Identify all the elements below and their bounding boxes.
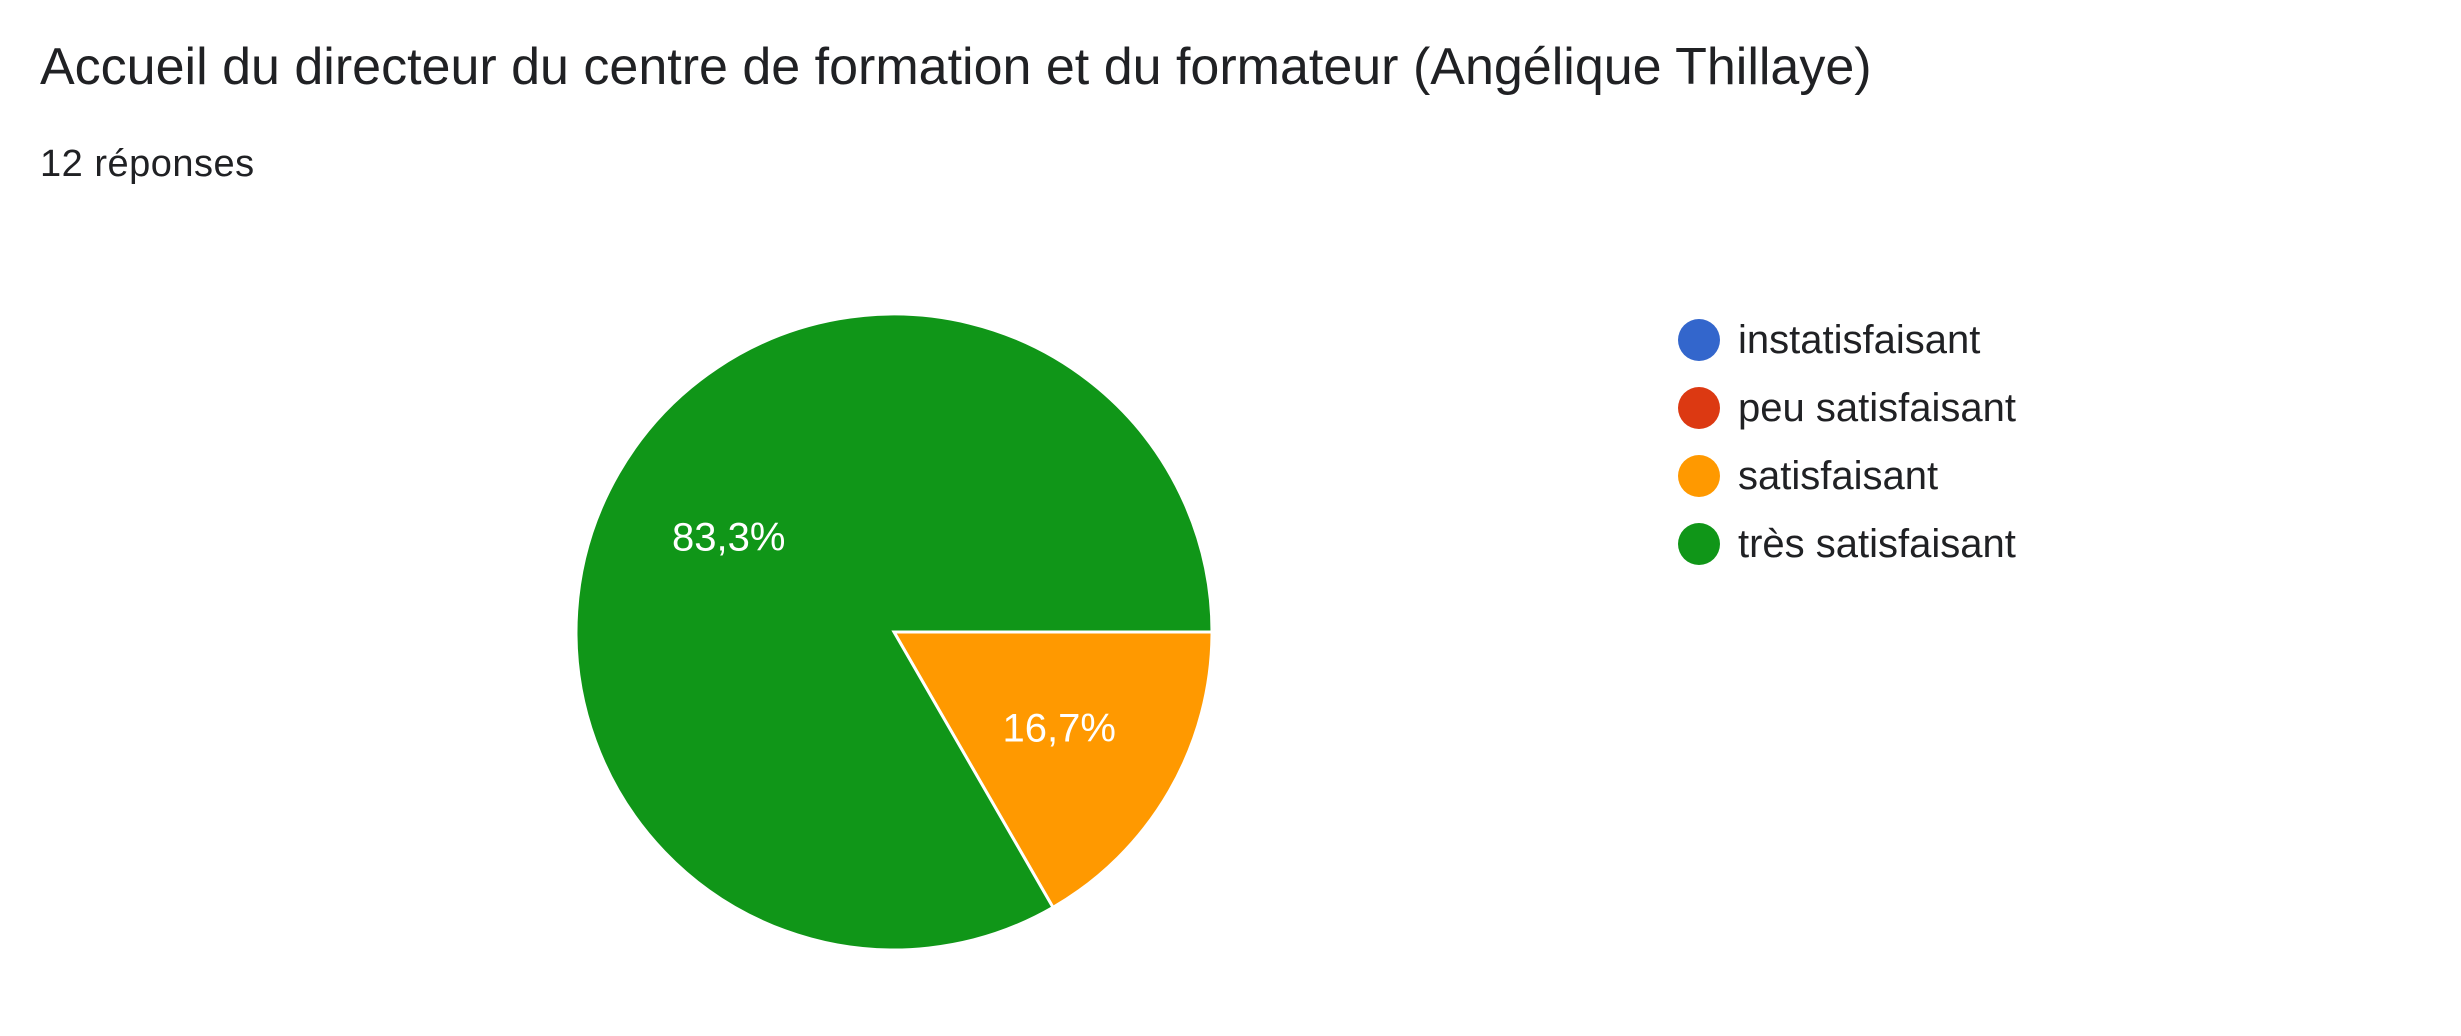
legend-label: très satisfaisant bbox=[1738, 521, 2016, 566]
legend-swatch-icon bbox=[1678, 455, 1720, 497]
legend-label: instatisfaisant bbox=[1738, 317, 1981, 362]
pie-label-satisfaisant: 16,7% bbox=[1003, 706, 1116, 750]
pie-slice-satisfaisant[interactable] bbox=[891, 630, 1214, 910]
legend-item[interactable]: peu satisfaisant bbox=[1678, 374, 2016, 442]
legend-label: satisfaisant bbox=[1738, 453, 1939, 498]
legend-item[interactable]: très satisfaisant bbox=[1678, 510, 2016, 578]
legend-item[interactable]: instatisfaisant bbox=[1678, 306, 2016, 374]
legend-swatch-icon bbox=[1678, 523, 1720, 565]
legend-swatch-icon bbox=[1678, 319, 1720, 361]
chart-title: Accueil du directeur du centre de format… bbox=[40, 38, 1872, 96]
chart-legend: instatisfaisant peu satisfaisant satisfais… bbox=[1678, 306, 2016, 578]
legend-item[interactable]: satisfaisant bbox=[1678, 442, 2016, 510]
legend-label: peu satisfaisant bbox=[1738, 385, 2016, 430]
pie-slice-très-satisfaisant[interactable] bbox=[574, 312, 1214, 952]
legend-swatch-icon bbox=[1678, 387, 1720, 429]
response-count: 12 réponses bbox=[40, 143, 255, 185]
pie-label-très-satisfaisant: 83,3% bbox=[672, 516, 785, 560]
